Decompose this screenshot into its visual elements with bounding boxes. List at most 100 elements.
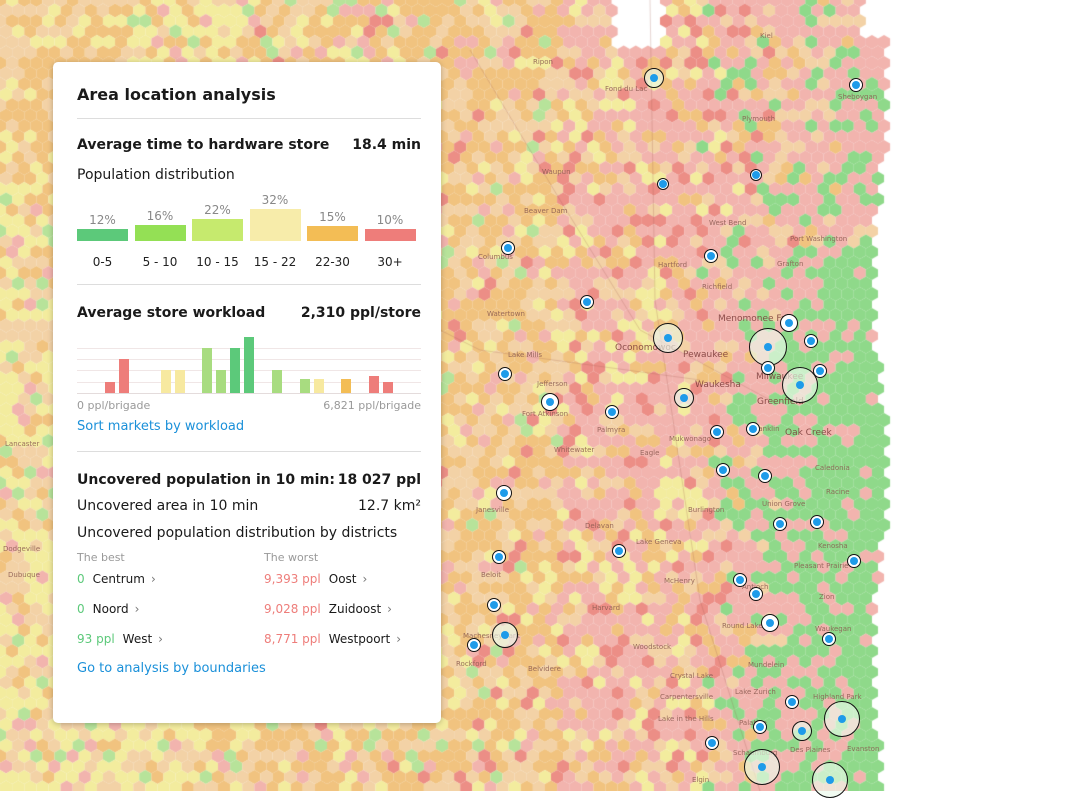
store-marker[interactable] <box>792 721 812 741</box>
workload-bar <box>299 379 310 393</box>
district-item[interactable]: 0 Noord › <box>77 594 264 624</box>
chevron-right-icon: › <box>134 602 140 616</box>
store-marker[interactable] <box>810 515 824 529</box>
workload-histogram <box>77 333 421 394</box>
store-marker[interactable] <box>744 749 780 785</box>
store-marker[interactable] <box>653 323 683 353</box>
store-marker[interactable] <box>758 469 772 483</box>
district-name: Oost <box>328 572 357 586</box>
store-marker[interactable] <box>824 701 860 737</box>
store-marker[interactable] <box>761 614 779 632</box>
workload-label: Average store workload <box>77 305 266 321</box>
store-marker[interactable] <box>822 632 836 646</box>
chevron-right-icon: › <box>396 632 402 646</box>
district-item[interactable]: 9,393 ppl Oost › <box>264 564 401 594</box>
dist-percent: 12% <box>89 213 116 227</box>
store-marker[interactable] <box>780 314 798 332</box>
store-marker[interactable] <box>750 169 762 181</box>
store-marker[interactable] <box>580 295 594 309</box>
workload-bar <box>202 347 213 393</box>
city-label: Eagle <box>640 449 660 457</box>
store-marker[interactable] <box>847 554 861 568</box>
store-marker[interactable] <box>492 622 518 648</box>
city-label: Watertown <box>487 310 525 318</box>
store-marker[interactable] <box>704 249 718 263</box>
dist-percent: 15% <box>319 210 346 224</box>
store-marker[interactable] <box>657 178 669 190</box>
store-marker[interactable] <box>804 334 818 348</box>
district-value: 8,771 ppl <box>264 632 321 646</box>
store-marker[interactable] <box>501 241 515 255</box>
district-item[interactable]: 9,028 ppl Zuidoost › <box>264 594 401 624</box>
city-label: Racine <box>826 488 850 496</box>
city-label: Beaver Dam <box>524 207 568 215</box>
store-marker[interactable] <box>753 720 767 734</box>
store-marker[interactable] <box>785 695 799 709</box>
city-label: Rockford <box>456 660 487 668</box>
dist-column: 10% <box>364 213 416 241</box>
workload-bar <box>271 370 282 393</box>
district-item[interactable]: 93 ppl West › <box>77 624 264 654</box>
city-label: Grafton <box>777 260 804 268</box>
store-marker[interactable] <box>498 367 512 381</box>
store-marker[interactable] <box>749 328 787 366</box>
city-label: Harvard <box>592 604 621 612</box>
best-column: The best 0 Centrum › 0 Noord › 93 ppl West › <box>77 551 264 654</box>
store-marker[interactable] <box>541 393 559 411</box>
store-marker[interactable] <box>605 405 619 419</box>
store-marker[interactable] <box>467 638 481 652</box>
worst-column: The worst 9,393 ppl Oost › 9,028 ppl Zuidoos… <box>264 551 401 654</box>
boundaries-link[interactable]: Go to analysis by boundaries <box>77 661 266 676</box>
city-label: Mundelein <box>748 661 785 669</box>
city-label: Waupun <box>542 168 571 176</box>
store-marker[interactable] <box>612 544 626 558</box>
store-marker[interactable] <box>716 463 730 477</box>
store-marker[interactable] <box>733 573 747 587</box>
store-marker[interactable] <box>849 78 863 92</box>
store-marker[interactable] <box>813 364 827 378</box>
city-label: Lake Mills <box>508 351 543 359</box>
city-label: Lake in the Hills <box>658 715 714 723</box>
city-label: Carpentersville <box>660 693 714 701</box>
city-label: Burlington <box>688 506 725 514</box>
workload-bar <box>244 336 254 393</box>
chevron-right-icon: › <box>362 572 368 586</box>
store-marker[interactable] <box>710 425 724 439</box>
workload-value: 2,310 ppl/store <box>300 305 421 321</box>
district-name: Centrum <box>92 572 145 586</box>
city-label: Palmyra <box>597 426 626 434</box>
city-label: Des Plaines <box>790 746 831 754</box>
city-label: Waukegan <box>815 625 852 633</box>
store-marker[interactable] <box>773 517 787 531</box>
city-label: Whitewater <box>554 446 595 454</box>
city-label: Highland Park <box>813 693 862 701</box>
dist-bar <box>192 219 243 241</box>
district-item[interactable]: 0 Centrum › <box>77 564 264 594</box>
workload-max: 6,821 ppl/brigade <box>323 399 421 412</box>
city-label: Lancaster <box>5 440 40 448</box>
district-name: Westpoort <box>328 632 391 646</box>
workload-bar <box>105 381 115 393</box>
store-marker[interactable] <box>812 762 848 798</box>
district-value: 0 <box>77 602 85 616</box>
city-label: Crystal Lake <box>670 672 714 680</box>
store-marker[interactable] <box>487 598 501 612</box>
uncovered-area-row: Uncovered area in 10 min 12.7 km² <box>77 498 421 514</box>
store-marker[interactable] <box>492 550 506 564</box>
store-marker[interactable] <box>705 736 719 750</box>
city-label: Elgin <box>692 776 710 784</box>
city-label: Dodgeville <box>3 545 41 553</box>
store-marker[interactable] <box>749 587 763 601</box>
store-marker[interactable] <box>782 367 818 403</box>
district-item[interactable]: 8,771 ppl Westpoort › <box>264 624 401 654</box>
dist-bar <box>307 226 358 241</box>
city-label: Fond du Lac <box>605 85 648 93</box>
store-marker[interactable] <box>761 361 775 375</box>
store-marker[interactable] <box>644 68 664 88</box>
sort-markets-link[interactable]: Sort markets by workload <box>77 419 245 434</box>
chevron-right-icon: › <box>387 602 392 616</box>
dist-column: 15% <box>307 210 358 241</box>
store-marker[interactable] <box>746 422 760 436</box>
store-marker[interactable] <box>674 388 694 408</box>
store-marker[interactable] <box>496 485 512 501</box>
